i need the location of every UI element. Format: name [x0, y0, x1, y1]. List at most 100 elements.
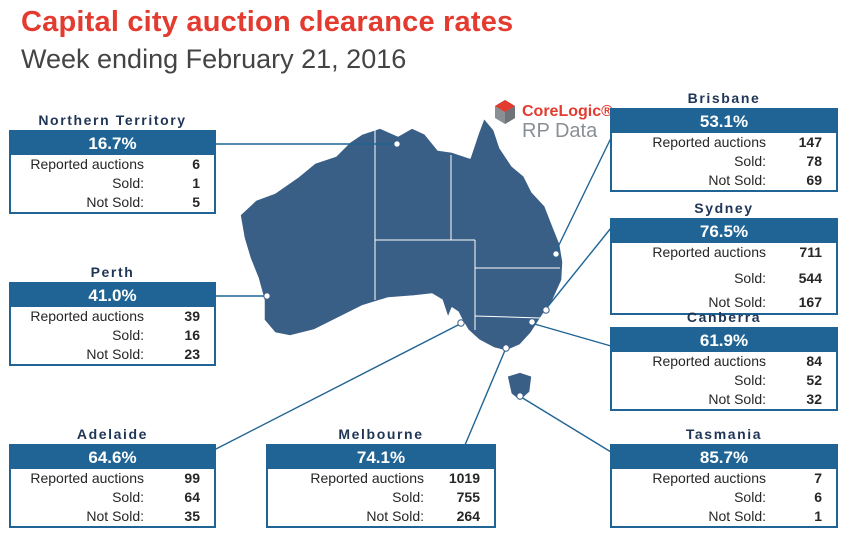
reported-label: Reported auctions: [30, 470, 144, 486]
sold-row: Sold: 755: [268, 488, 494, 507]
sold-value: 78: [806, 153, 822, 169]
reported-label: Reported auctions: [30, 308, 144, 324]
city-name: Adelaide: [76, 426, 149, 442]
not-sold-row: Not Sold: 264: [268, 507, 494, 526]
city-name: Tasmania: [685, 426, 763, 442]
sold-value: 6: [814, 489, 822, 505]
reported-label: Reported auctions: [310, 470, 424, 486]
city-panel: 53.1% Reported auctions 147 Sold: 78 Not S…: [610, 108, 838, 192]
reported-label: Reported auctions: [652, 134, 766, 150]
city-markers: [263, 140, 560, 400]
not-sold-value: 69: [806, 172, 822, 188]
reported-label: Reported auctions: [652, 244, 766, 260]
mainland-shape: [239, 117, 564, 352]
not-sold-row: Not Sold: 23: [11, 345, 214, 364]
sold-value: 544: [798, 270, 822, 286]
clearance-rate: 76.5%: [612, 220, 836, 243]
sold-row: Sold: 1: [11, 174, 214, 193]
not-sold-label: Not Sold:: [86, 508, 144, 524]
sold-label: Sold:: [734, 372, 766, 388]
sold-row: Sold: 78: [612, 152, 836, 171]
sold-value: 1: [192, 175, 200, 191]
city-panel: 64.6% Reported auctions 99 Sold: 64 Not So…: [9, 444, 216, 528]
sold-row: Sold: 6: [612, 488, 836, 507]
marker-tasmania: [516, 392, 524, 400]
not-sold-row: Not Sold: 69: [612, 171, 836, 190]
reported-label: Reported auctions: [652, 353, 766, 369]
marker-perth: [263, 292, 271, 300]
not-sold-label: Not Sold:: [708, 172, 766, 188]
reported-value: 84: [806, 353, 822, 369]
reported-row: Reported auctions 6: [11, 155, 214, 174]
not-sold-value: 264: [456, 508, 480, 524]
chart-subtitle: Week ending February 21, 2016: [21, 44, 407, 74]
reported-value: 711: [799, 244, 822, 260]
sold-label: Sold:: [734, 489, 766, 505]
city-box-northern-territory: Northern Territory 16.7% Reported auctio…: [9, 110, 216, 214]
reported-row: Reported auctions 147: [612, 133, 836, 152]
reported-row: Reported auctions 84: [612, 352, 836, 371]
not-sold-value: 1: [814, 508, 822, 524]
not-sold-value: 32: [806, 391, 822, 407]
tasmania-shape: [506, 371, 533, 402]
clearance-rate: 85.7%: [612, 446, 836, 469]
state-borders: [374, 130, 560, 330]
marker-canberra: [528, 318, 536, 326]
city-box-melbourne: Melbourne 74.1% Reported auctions 1019 So…: [266, 424, 496, 528]
city-panel: 16.7% Reported auctions 6 Sold: 1 Not Sold…: [9, 130, 216, 214]
not-sold-row: Not Sold: 1: [612, 507, 836, 526]
connector-tasmania: [520, 396, 612, 453]
reported-value: 1019: [448, 470, 480, 486]
marker-adelaide: [457, 319, 465, 327]
connector-sydney: [544, 227, 612, 311]
sold-value: 16: [184, 327, 200, 343]
sold-label: Sold:: [734, 153, 766, 169]
reported-row: Reported auctions 99: [11, 469, 214, 488]
not-sold-value: 35: [184, 508, 200, 524]
clearance-rate: 53.1%: [612, 110, 836, 133]
marker-melbourne: [502, 344, 510, 352]
city-panel: 85.7% Reported auctions 7 Sold: 6 Not Sold…: [610, 444, 838, 528]
city-panel: 41.0% Reported auctions 39 Sold: 16 Not So…: [9, 282, 216, 366]
not-sold-row: Not Sold: 35: [11, 507, 214, 526]
sold-row: Sold: 64: [11, 488, 214, 507]
city-name: Perth: [90, 264, 135, 280]
sold-label: Sold:: [734, 270, 766, 286]
reported-value: 147: [798, 134, 822, 150]
clearance-rate: 74.1%: [268, 446, 494, 469]
sold-value: 64: [184, 489, 200, 505]
city-panel: 76.5% Reported auctions 711 Sold: 544 Not …: [610, 218, 838, 315]
city-panel: 74.1% Reported auctions 1019 Sold: 755 Not…: [266, 444, 496, 528]
not-sold-row: Not Sold: 32: [612, 390, 836, 409]
reported-label: Reported auctions: [30, 156, 144, 172]
city-name: Melbourne: [338, 426, 424, 442]
marker-brisbane: [552, 250, 560, 258]
not-sold-value: 23: [184, 346, 200, 362]
sold-label: Sold:: [112, 175, 144, 191]
not-sold-label: Not Sold:: [708, 391, 766, 407]
corelogic-logo: CoreLogic® RP Data: [493, 96, 613, 148]
clearance-rate: 61.9%: [612, 329, 836, 352]
marker-sydney: [542, 306, 550, 314]
connector-brisbane: [554, 137, 612, 254]
city-name: Sydney: [694, 200, 754, 216]
city-box-canberra: Canberra 61.9% Reported auctions 84 Sold:…: [610, 307, 838, 411]
connector-adelaide: [213, 323, 461, 451]
sold-value: 52: [806, 372, 822, 388]
reported-row: Reported auctions 39: [11, 307, 214, 326]
sold-label: Sold:: [112, 489, 144, 505]
reported-value: 99: [184, 470, 200, 486]
sold-row: Sold: 52: [612, 371, 836, 390]
reported-row: Reported auctions 711: [612, 243, 836, 269]
reported-value: 6: [192, 156, 200, 172]
connector-melbourne: [464, 347, 507, 446]
not-sold-value: 167: [798, 294, 822, 310]
city-name: Canberra: [686, 309, 762, 325]
sold-label: Sold:: [112, 327, 144, 343]
reported-row: Reported auctions 1019: [268, 469, 494, 488]
city-box-brisbane: Brisbane 53.1% Reported auctions 147 Sold…: [610, 88, 838, 192]
city-box-sydney: Sydney 76.5% Reported auctions 711 Sold: 5…: [610, 198, 838, 315]
not-sold-row: Not Sold: 5: [11, 193, 214, 212]
not-sold-label: Not Sold:: [708, 508, 766, 524]
not-sold-row: Not Sold: 167: [612, 293, 836, 313]
